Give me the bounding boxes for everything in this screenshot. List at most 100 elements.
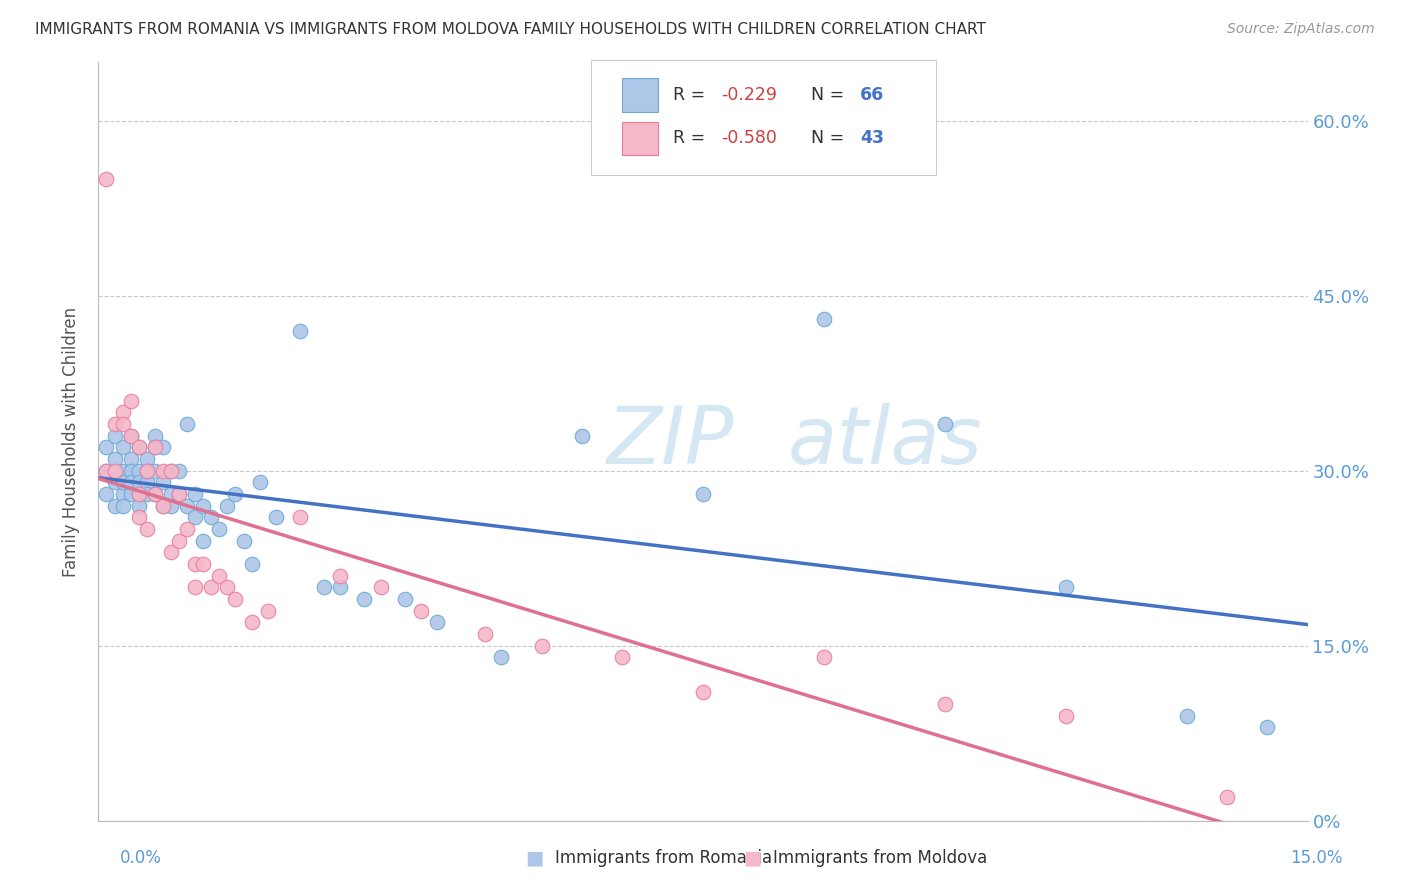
Text: 66: 66	[860, 86, 884, 104]
Point	[1054, 580, 1077, 594]
Text: N =: N =	[800, 86, 849, 104]
Text: ■: ■	[524, 848, 544, 868]
Point	[128, 441, 150, 455]
Point	[152, 441, 174, 455]
Y-axis label: Family Households with Children: Family Households with Children	[62, 307, 80, 576]
Point	[160, 464, 183, 478]
Point	[491, 650, 513, 665]
Point	[128, 487, 150, 501]
Text: N =: N =	[800, 129, 849, 147]
Text: R =: R =	[672, 86, 710, 104]
Point	[329, 580, 352, 594]
Point	[184, 580, 207, 594]
Point	[1256, 720, 1278, 734]
Point	[232, 533, 254, 548]
Point	[135, 464, 157, 478]
Point	[96, 172, 118, 186]
Point	[120, 452, 142, 467]
Point	[143, 441, 166, 455]
Text: Immigrants from Romania: Immigrants from Romania	[555, 849, 772, 867]
Point	[128, 487, 150, 501]
Point	[193, 557, 215, 571]
Point	[167, 487, 190, 501]
Point	[96, 464, 118, 478]
Point	[184, 557, 207, 571]
Point	[571, 428, 593, 442]
Point	[111, 499, 134, 513]
Point	[224, 592, 246, 607]
Point	[370, 580, 392, 594]
Text: IMMIGRANTS FROM ROMANIA VS IMMIGRANTS FROM MOLDOVA FAMILY HOUSEHOLDS WITH CHILDR: IMMIGRANTS FROM ROMANIA VS IMMIGRANTS FR…	[35, 22, 986, 37]
Point	[1216, 790, 1239, 805]
Point	[135, 487, 157, 501]
Point	[120, 428, 142, 442]
Point	[128, 499, 150, 513]
Point	[217, 499, 239, 513]
Point	[240, 557, 263, 571]
Point	[1175, 708, 1198, 723]
Point	[692, 685, 714, 699]
Point	[200, 580, 222, 594]
Point	[813, 650, 835, 665]
Point	[160, 499, 183, 513]
Point	[111, 464, 134, 478]
Point	[193, 533, 215, 548]
Point	[152, 499, 174, 513]
Point	[176, 522, 198, 536]
Point	[208, 568, 231, 582]
Text: 0.0%: 0.0%	[120, 849, 162, 867]
Point	[612, 650, 634, 665]
Point	[530, 639, 553, 653]
Point	[152, 475, 174, 490]
Point	[143, 487, 166, 501]
Point	[103, 428, 125, 442]
Point	[394, 592, 416, 607]
Point	[111, 475, 134, 490]
Point	[264, 510, 287, 524]
Point	[120, 475, 142, 490]
Point	[329, 568, 352, 582]
Point	[128, 510, 150, 524]
Text: atlas: atlas	[787, 402, 983, 481]
Point	[128, 475, 150, 490]
Point	[111, 441, 134, 455]
Text: Immigrants from Moldova: Immigrants from Moldova	[773, 849, 987, 867]
Text: R =: R =	[672, 129, 710, 147]
Point	[200, 510, 222, 524]
Point	[813, 312, 835, 326]
Text: ■: ■	[742, 848, 762, 868]
Point	[208, 522, 231, 536]
Point	[96, 441, 118, 455]
Point	[474, 627, 496, 641]
Point	[160, 545, 183, 559]
Point	[103, 475, 125, 490]
Point	[111, 417, 134, 431]
Point	[160, 487, 183, 501]
Point	[193, 499, 215, 513]
Point	[184, 487, 207, 501]
Point	[288, 510, 311, 524]
Point	[409, 604, 432, 618]
Point	[120, 428, 142, 442]
Point	[135, 475, 157, 490]
Text: ZIP: ZIP	[606, 402, 734, 481]
Text: Source: ZipAtlas.com: Source: ZipAtlas.com	[1227, 22, 1375, 37]
Point	[217, 580, 239, 594]
Point	[160, 464, 183, 478]
Point	[103, 417, 125, 431]
Text: 15.0%: 15.0%	[1291, 849, 1343, 867]
Point	[167, 464, 190, 478]
Point	[176, 499, 198, 513]
Point	[167, 533, 190, 548]
Point	[426, 615, 449, 630]
Point	[143, 487, 166, 501]
Point	[1054, 708, 1077, 723]
Point	[692, 487, 714, 501]
Point	[176, 417, 198, 431]
Point	[120, 464, 142, 478]
Point	[167, 487, 190, 501]
Point	[135, 452, 157, 467]
Point	[96, 464, 118, 478]
Point	[103, 464, 125, 478]
Point	[120, 487, 142, 501]
